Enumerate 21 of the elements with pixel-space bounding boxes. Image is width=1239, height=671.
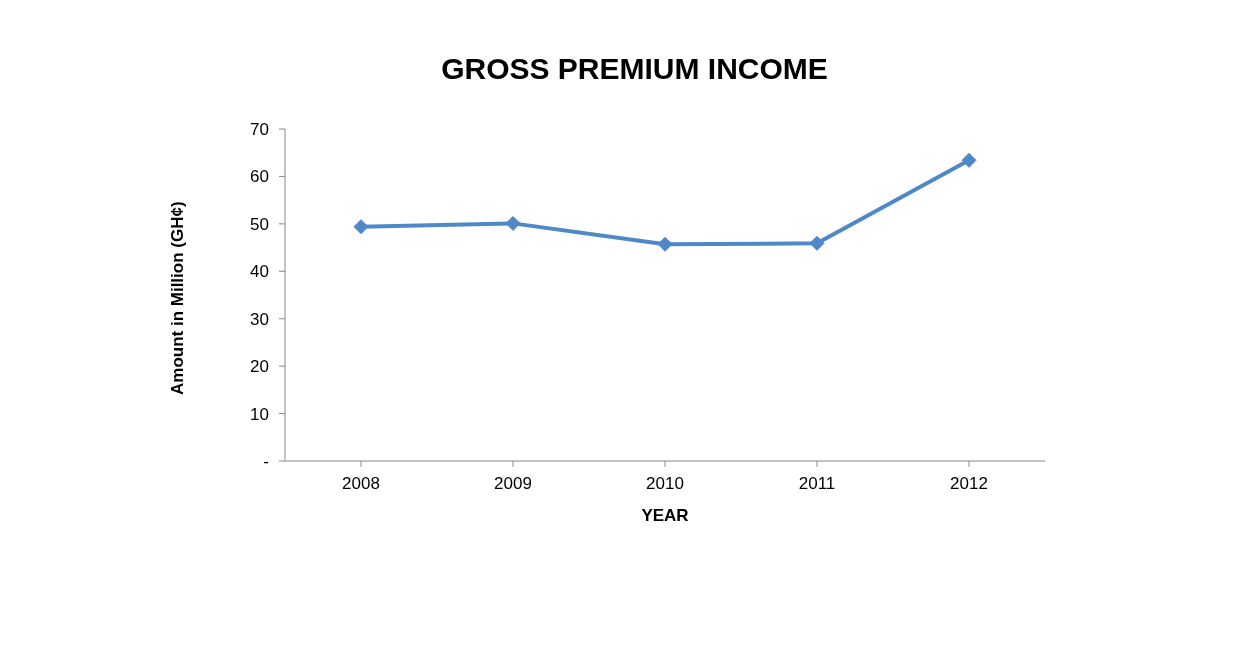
point <box>353 219 369 235</box>
y-tick-label: 10 <box>250 404 269 424</box>
x-tick-label: 2009 <box>494 474 532 494</box>
y-axis-title: Amount in Million (GH¢) <box>168 201 188 395</box>
y-tick-label: 60 <box>250 167 269 187</box>
y-tick-label: 40 <box>250 262 269 282</box>
point <box>961 152 977 168</box>
x-axis-title: YEAR <box>641 506 689 526</box>
y-tick-label: - <box>263 452 269 472</box>
x-tick-label: 2012 <box>950 474 988 494</box>
y-tick-label: 20 <box>250 357 269 377</box>
point <box>809 235 825 251</box>
y-tick-label: 70 <box>250 120 269 140</box>
x-tick-label: 2011 <box>798 474 836 494</box>
x-tick-label: 2010 <box>646 474 684 494</box>
point <box>505 215 521 231</box>
x-tick-label: 2008 <box>342 474 380 494</box>
y-tick-label: 50 <box>250 214 269 234</box>
chart-title: GROSS PREMIUM INCOME <box>440 52 829 86</box>
y-tick-label: 30 <box>250 309 269 329</box>
point <box>657 236 673 252</box>
